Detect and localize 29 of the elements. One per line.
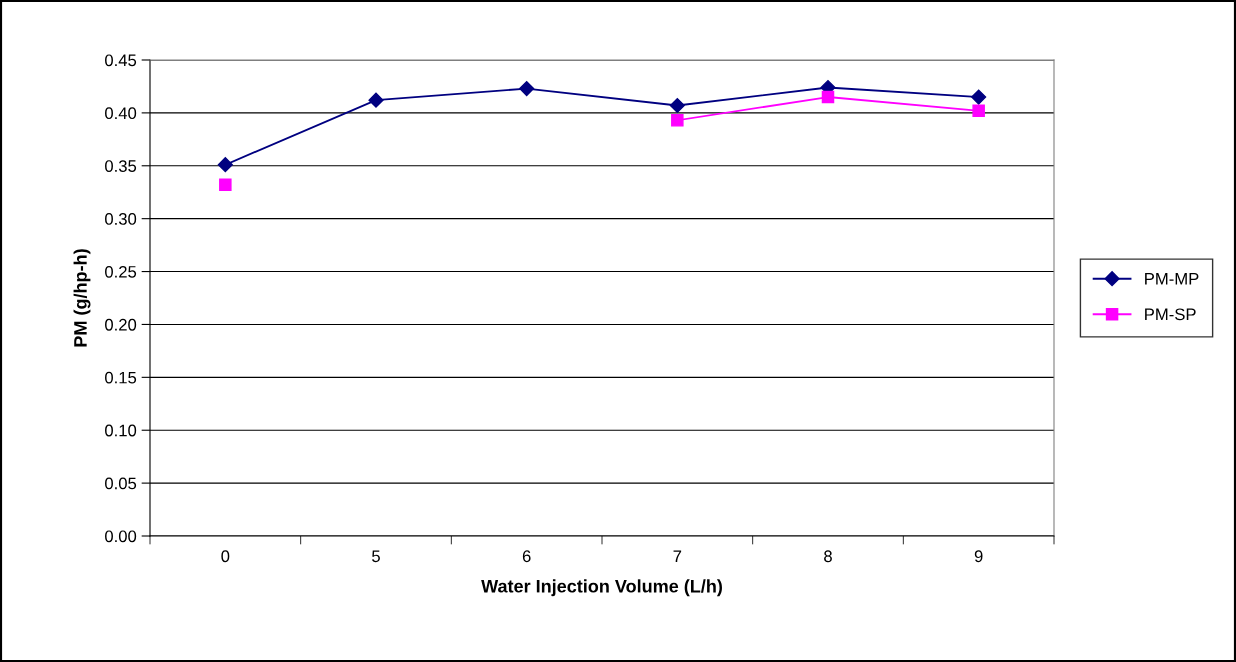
point	[971, 89, 987, 105]
y-tick-label: 0.40	[105, 107, 137, 120]
x-tick-label: 9	[974, 550, 983, 563]
x-axis-title: Water Injection Volume (L/h)	[481, 579, 722, 597]
y-tick-label: 0.45	[105, 54, 137, 67]
y-tick-label: 0.25	[105, 265, 137, 278]
point	[669, 97, 685, 114]
point	[671, 114, 684, 127]
x-tick-label: 5	[372, 550, 380, 563]
point	[219, 178, 232, 192]
y-axis-title: PM (g/hp-h)	[73, 249, 91, 347]
legend-label: PM-SP	[1145, 308, 1196, 321]
point	[972, 104, 985, 118]
y-tick-label: 0.30	[105, 213, 137, 225]
point	[368, 92, 384, 108]
x-tick-label: 7	[673, 550, 682, 562]
y-tick-label: 0.10	[105, 424, 137, 437]
point	[519, 80, 535, 97]
x-tick-label: 6	[522, 550, 531, 563]
legend-label: PM-MP	[1145, 273, 1199, 285]
point	[821, 90, 835, 104]
y-tick-label: 0.35	[105, 160, 137, 172]
x-tick-label: 8	[824, 550, 832, 563]
y-tick-label: 0.20	[105, 318, 137, 331]
point	[217, 157, 233, 173]
x-tick-label: 0	[221, 550, 230, 563]
y-tick-label: 0.05	[105, 477, 137, 490]
y-tick-label: 0.00	[105, 530, 137, 543]
y-tick-label: 0.15	[105, 371, 137, 384]
